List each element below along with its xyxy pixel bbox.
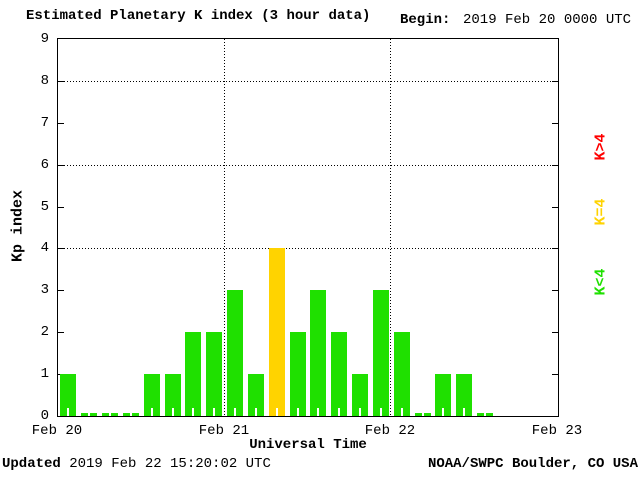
kp-bar <box>352 374 368 416</box>
kp-bar <box>123 413 139 416</box>
x-tick-label: Feb 22 <box>364 423 416 439</box>
updated-value: 2019 Feb 22 15:20:02 UTC <box>69 456 271 472</box>
x-tick-notch <box>359 408 361 416</box>
y-tick-mark-left <box>58 123 64 124</box>
chart-title: Estimated Planetary K index (3 hour data… <box>26 8 371 24</box>
kp-bar <box>227 290 243 416</box>
plot-area-frame <box>57 38 559 417</box>
x-tick-notch <box>297 408 299 416</box>
x-tick-notch <box>130 413 132 416</box>
source-credit: NOAA/SWPC Boulder, CO USA <box>427 456 638 472</box>
y-tick-label: 1 <box>40 366 49 382</box>
h-gridline <box>58 165 558 166</box>
kp-bar <box>248 374 264 416</box>
x-tick-notch <box>67 408 69 416</box>
h-gridline <box>58 81 558 82</box>
y-tick-label: 0 <box>40 408 49 424</box>
kp-bar <box>394 332 410 416</box>
x-tick-notch <box>276 408 278 416</box>
kp-bar <box>185 332 201 416</box>
kp-bar <box>415 413 431 416</box>
kp-bar <box>81 413 97 416</box>
x-tick-label: Feb 20 <box>31 423 83 439</box>
v-gridline <box>224 39 225 416</box>
x-tick-notch <box>88 413 90 416</box>
y-tick-label: 3 <box>40 282 49 298</box>
begin-value: 2019 Feb 20 0000 UTC <box>463 12 632 28</box>
kp-bar <box>310 290 326 416</box>
kp-bar <box>144 374 160 416</box>
y-tick-mark-right <box>552 290 558 291</box>
x-tick-notch <box>255 408 257 416</box>
x-tick-notch <box>422 413 424 416</box>
h-gridline <box>58 248 558 249</box>
x-tick-label: Feb 21 <box>198 423 250 439</box>
v-gridline <box>390 39 391 416</box>
x-tick-label: Feb 23 <box>531 423 583 439</box>
y-tick-label: 9 <box>40 31 49 47</box>
y-tick-label: 7 <box>40 115 49 131</box>
updated-label: Updated <box>2 456 61 472</box>
y-tick-mark-right <box>552 123 558 124</box>
y-tick-mark-right <box>552 374 558 375</box>
kp-bar <box>165 374 181 416</box>
kp-bar <box>477 413 493 416</box>
kp-bar <box>435 374 451 416</box>
y-axis-title-text: Kp index <box>9 189 27 263</box>
x-tick-notch <box>463 408 465 416</box>
x-tick-notch <box>442 408 444 416</box>
x-tick-notch <box>338 408 340 416</box>
y-tick-label: 4 <box>40 240 49 256</box>
legend-label: K=4 <box>592 198 610 226</box>
x-tick-notch <box>401 408 403 416</box>
legend-label: K>4 <box>592 133 610 161</box>
x-tick-notch <box>317 408 319 416</box>
begin-label: Begin: <box>400 12 451 28</box>
y-tick-label: 2 <box>40 324 49 340</box>
x-tick-notch <box>380 408 382 416</box>
kp-bar <box>269 248 285 416</box>
kp-bar <box>60 374 76 416</box>
y-tick-mark-right <box>552 207 558 208</box>
kp-bar <box>331 332 347 416</box>
x-tick-notch <box>172 408 174 416</box>
y-tick-mark-left <box>58 207 64 208</box>
x-tick-notch <box>484 413 486 416</box>
y-tick-mark-left <box>58 290 64 291</box>
y-tick-mark-right <box>552 332 558 333</box>
x-tick-notch <box>192 408 194 416</box>
updated-line: Updated 2019 Feb 22 15:20:02 UTC <box>2 456 271 472</box>
kp-bar <box>290 332 306 416</box>
kp-bar <box>206 332 222 416</box>
kp-bar <box>373 290 389 416</box>
x-tick-notch <box>151 408 153 416</box>
y-tick-mark-left <box>58 332 64 333</box>
kp-bar <box>102 413 118 416</box>
kp-bar <box>456 374 472 416</box>
x-tick-notch <box>109 413 111 416</box>
y-tick-label: 5 <box>40 199 49 215</box>
x-axis-title: Universal Time <box>249 437 367 453</box>
x-tick-notch <box>213 408 215 416</box>
x-tick-notch <box>234 408 236 416</box>
y-tick-label: 6 <box>40 157 49 173</box>
y-tick-label: 8 <box>40 73 49 89</box>
legend-label: K<4 <box>592 268 610 296</box>
